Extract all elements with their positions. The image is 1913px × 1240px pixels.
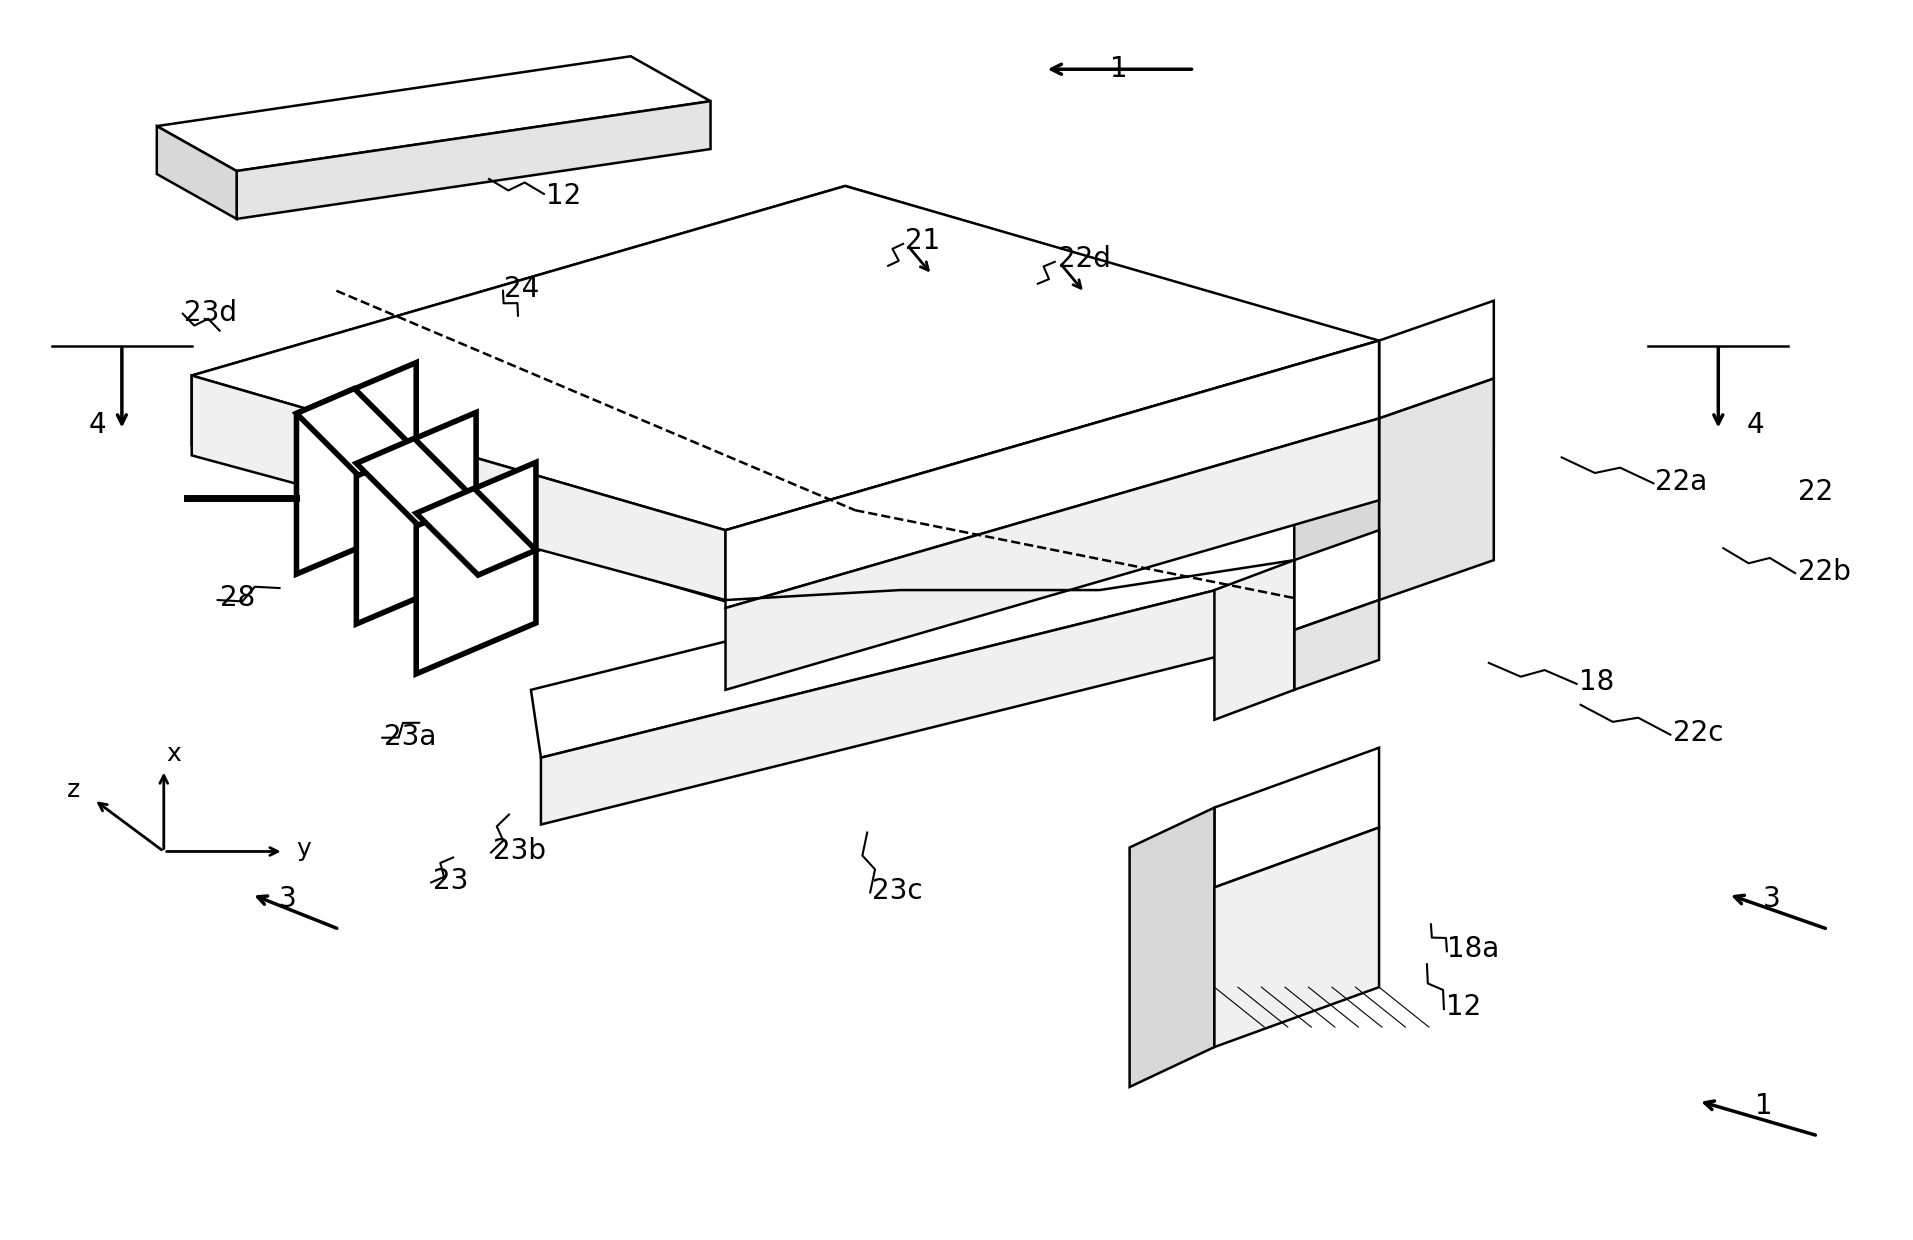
Polygon shape [297,388,417,475]
Polygon shape [1295,341,1379,637]
Polygon shape [1215,748,1379,888]
Text: 3: 3 [279,885,297,914]
Polygon shape [417,489,536,575]
Text: 21: 21 [905,227,941,255]
Text: 1: 1 [1110,56,1127,83]
Polygon shape [1295,600,1379,689]
Polygon shape [191,186,1379,531]
Text: 22d: 22d [1058,244,1111,273]
Polygon shape [1379,378,1494,600]
Text: 28: 28 [220,584,254,613]
Polygon shape [191,376,725,600]
Text: 23: 23 [432,868,469,895]
Text: z: z [67,777,80,801]
Polygon shape [1379,301,1494,418]
Polygon shape [532,500,1305,758]
Polygon shape [1295,531,1379,630]
Polygon shape [237,102,710,219]
Text: 12: 12 [545,182,582,210]
Text: 18: 18 [1578,668,1615,696]
Polygon shape [191,186,1494,565]
Polygon shape [157,126,237,219]
Text: 22c: 22c [1674,719,1724,746]
Polygon shape [541,568,1305,825]
Text: 4: 4 [88,412,107,439]
Polygon shape [840,376,1494,635]
Text: 22b: 22b [1798,558,1852,587]
Polygon shape [356,413,476,624]
Polygon shape [1215,827,1379,1047]
Polygon shape [1215,560,1295,719]
Polygon shape [725,418,1379,689]
Polygon shape [725,341,1379,600]
Text: 12: 12 [1446,993,1481,1021]
Text: 23c: 23c [872,878,922,905]
Text: 1: 1 [1756,1092,1773,1120]
Polygon shape [1129,807,1215,1087]
Text: 23d: 23d [184,299,237,326]
Polygon shape [356,439,476,526]
Text: 4: 4 [1747,412,1764,439]
Text: x: x [166,742,182,765]
Text: 23b: 23b [494,837,545,866]
Text: 23a: 23a [385,723,436,750]
Text: y: y [297,837,310,862]
Polygon shape [297,362,417,574]
Polygon shape [725,341,1379,608]
Text: 18a: 18a [1446,935,1500,963]
Polygon shape [417,463,536,673]
Text: 24: 24 [503,275,539,303]
Polygon shape [191,376,840,635]
Text: 3: 3 [1764,885,1781,914]
Text: 22: 22 [1798,479,1833,506]
Text: 22a: 22a [1655,469,1708,496]
Polygon shape [157,56,710,171]
